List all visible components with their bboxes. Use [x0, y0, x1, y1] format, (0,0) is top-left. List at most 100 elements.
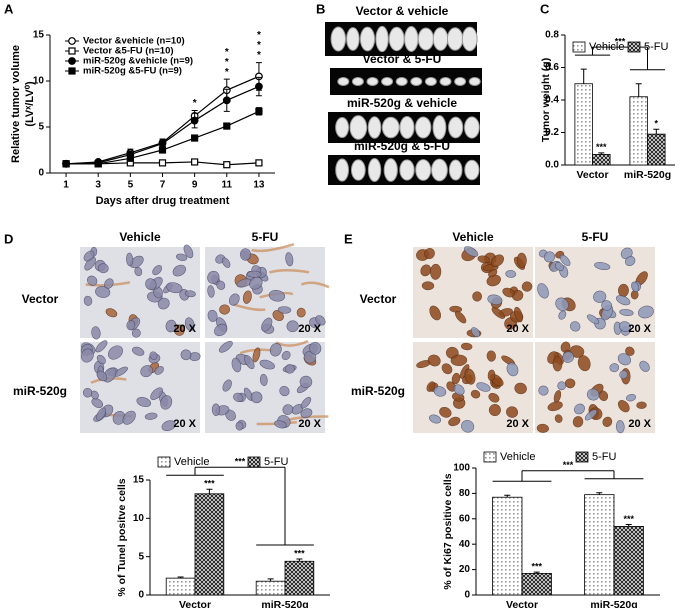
nucleus	[207, 270, 220, 284]
nucleus	[555, 261, 564, 272]
nucleus	[439, 406, 452, 418]
significance: *	[193, 98, 197, 109]
marker	[68, 37, 76, 45]
micrograph	[205, 340, 329, 433]
nucleus	[547, 401, 563, 412]
nucleus	[269, 343, 282, 357]
nucleus	[472, 291, 483, 302]
nucleus	[477, 255, 490, 264]
tumor	[350, 159, 366, 181]
y-axis-label: Tumor weight (g)	[540, 58, 552, 142]
tumor	[431, 158, 448, 182]
stroma	[232, 302, 266, 312]
significance: ***	[531, 562, 542, 572]
nucleus	[491, 307, 506, 319]
nucleus	[470, 389, 481, 399]
nucleus	[300, 408, 313, 419]
y-tick-label: 5	[138, 551, 144, 562]
row-label: Vector	[360, 292, 397, 306]
legend-label: Vehicle	[589, 41, 624, 53]
tumor	[417, 27, 435, 51]
stroma	[300, 281, 330, 289]
significance: ***	[623, 514, 634, 524]
nucleus	[601, 300, 613, 311]
significance: ***	[294, 548, 305, 558]
x-tick-label: Vector	[179, 599, 211, 608]
nucleus	[246, 270, 262, 278]
x-tick-label: miR-520g	[261, 599, 308, 608]
nucleus	[91, 398, 104, 408]
significance: ***	[563, 460, 574, 470]
nucleus	[268, 289, 286, 302]
significance: *	[257, 50, 261, 61]
bar	[194, 493, 225, 596]
nucleus	[455, 311, 467, 324]
tumor	[464, 116, 480, 139]
significance: *	[225, 67, 229, 78]
marker	[255, 159, 263, 167]
tumor	[337, 77, 350, 86]
nucleus	[175, 253, 188, 261]
nucleus	[616, 295, 631, 306]
nucleus	[537, 283, 549, 299]
legend-swatch	[483, 451, 497, 463]
nucleus	[586, 388, 600, 401]
tumor	[399, 159, 415, 181]
nucleus	[448, 416, 461, 427]
tumor	[454, 77, 467, 86]
y-tick-label: 0.6	[545, 62, 559, 73]
tumor	[330, 26, 347, 52]
marker	[68, 57, 76, 65]
nucleus	[433, 386, 447, 397]
nucleus	[281, 350, 291, 361]
magnification: 20 X	[506, 418, 529, 430]
y-tick-label: 80	[459, 488, 471, 499]
nucleus	[538, 385, 549, 396]
nucleus	[132, 346, 145, 356]
bar	[629, 96, 648, 166]
nucleus	[536, 423, 549, 433]
tumor	[395, 77, 408, 86]
nucleus	[451, 372, 461, 385]
panel-letter: B	[316, 1, 325, 16]
nucleus	[639, 360, 650, 372]
nucleus	[96, 354, 106, 365]
nucleus	[126, 320, 136, 331]
nucleus	[593, 290, 607, 303]
x-tick-label: 9	[192, 180, 198, 191]
nucleus	[476, 382, 491, 392]
x-tick-label: 1	[63, 180, 69, 191]
marker	[191, 158, 199, 166]
nucleus	[487, 369, 496, 382]
nucleus	[235, 421, 244, 431]
y-tick-label: 100	[453, 463, 470, 474]
column-label: 5-FU	[582, 230, 609, 244]
x-tick-label: 13	[253, 180, 265, 191]
micrograph	[535, 341, 655, 434]
nucleus	[261, 317, 273, 332]
nucleus	[625, 256, 636, 267]
nucleus	[594, 262, 611, 271]
marker	[126, 154, 134, 162]
y-tick-label: 15	[133, 475, 145, 486]
nucleus	[250, 391, 263, 404]
panel-letter: E	[344, 231, 353, 246]
nucleus	[309, 342, 322, 355]
y-tick-label: 40	[459, 539, 471, 550]
nucleus	[486, 350, 496, 362]
nucleus	[222, 379, 232, 392]
nucleus	[502, 287, 515, 298]
series-line	[66, 110, 260, 165]
nucleus	[184, 317, 195, 332]
legend-label: Vehicle	[174, 456, 209, 468]
nucleus	[219, 304, 230, 315]
significance: ***	[235, 457, 246, 467]
nucleus	[145, 278, 157, 291]
nucleus	[490, 254, 504, 268]
x-tick-label: 7	[160, 180, 166, 191]
nucleus	[161, 420, 176, 432]
nucleus	[259, 359, 275, 370]
tumor	[448, 159, 463, 181]
tumor	[349, 115, 368, 140]
tumor	[381, 116, 400, 139]
